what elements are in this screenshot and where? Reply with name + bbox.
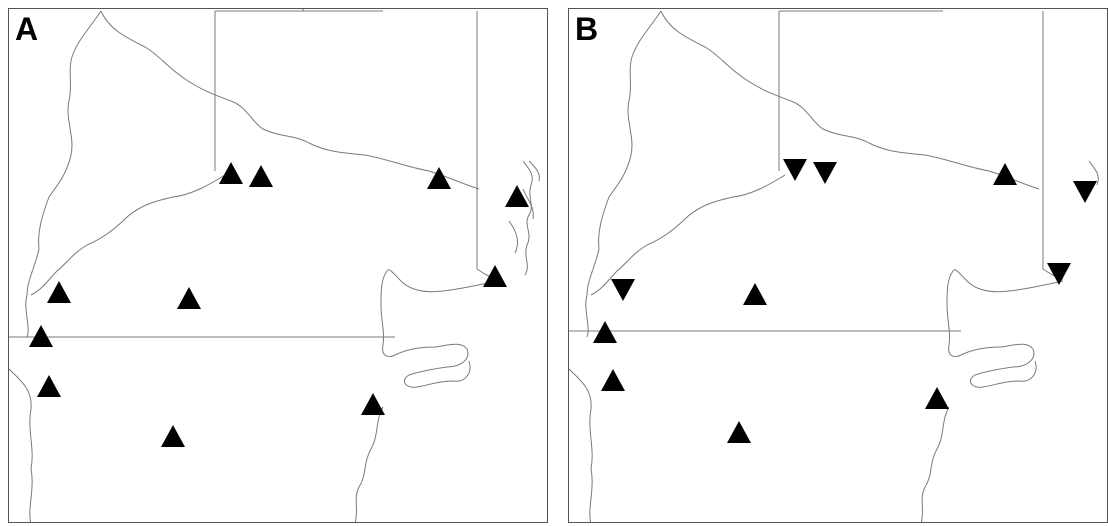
boundary-line [920, 406, 950, 522]
boundary-line [354, 406, 384, 522]
boundary-line [522, 160, 533, 276]
boundary-line [946, 269, 1064, 358]
boundary-lines [569, 10, 1099, 522]
site-markers [593, 159, 1097, 443]
triangle-up-marker [483, 265, 507, 287]
boundary-line [660, 10, 1040, 190]
triangle-up-marker [427, 167, 451, 189]
boundary-line [476, 11, 498, 280]
triangle-up-marker [593, 321, 617, 343]
boundary-line [960, 343, 1037, 388]
boundary-line [528, 160, 540, 182]
map-panel-a: A [8, 8, 548, 523]
triangle-down-marker [1047, 263, 1071, 285]
triangle-up-marker [29, 325, 53, 347]
boundary-lines [9, 9, 540, 522]
boundary-line [100, 10, 480, 190]
boundary-line [590, 174, 786, 296]
boundary-line [25, 10, 102, 338]
boundary-line [508, 220, 518, 254]
triangle-up-marker [993, 163, 1017, 185]
map-canvas [569, 10, 1099, 522]
triangle-up-marker [47, 281, 71, 303]
boundary-line [1088, 160, 1099, 186]
boundary-line [585, 10, 662, 338]
triangle-up-marker [249, 165, 273, 187]
triangle-up-marker [505, 185, 529, 207]
map-panel-b: B [568, 8, 1108, 523]
boundary-line [30, 174, 226, 296]
triangle-down-marker [783, 159, 807, 181]
triangle-up-marker [37, 375, 61, 397]
triangle-up-marker [161, 425, 185, 447]
boundary-line [9, 368, 33, 522]
boundary-line [1042, 11, 1064, 280]
site-markers [29, 162, 529, 447]
panel-label: A [15, 11, 39, 47]
triangle-down-marker [611, 279, 635, 301]
triangle-up-marker [925, 387, 949, 409]
triangle-up-marker [743, 283, 767, 305]
triangle-up-marker [361, 393, 385, 415]
triangle-up-marker [219, 162, 243, 184]
triangle-up-marker [601, 369, 625, 391]
triangle-up-marker [177, 287, 201, 309]
triangle-down-marker [813, 162, 837, 184]
map-canvas [9, 9, 540, 522]
triangle-up-marker [727, 421, 751, 443]
boundary-line [394, 343, 471, 388]
boundary-line [380, 269, 498, 358]
boundary-line [569, 368, 593, 522]
boundary-line [522, 188, 534, 220]
panel-label: B [575, 11, 599, 47]
triangle-down-marker [1073, 181, 1097, 203]
